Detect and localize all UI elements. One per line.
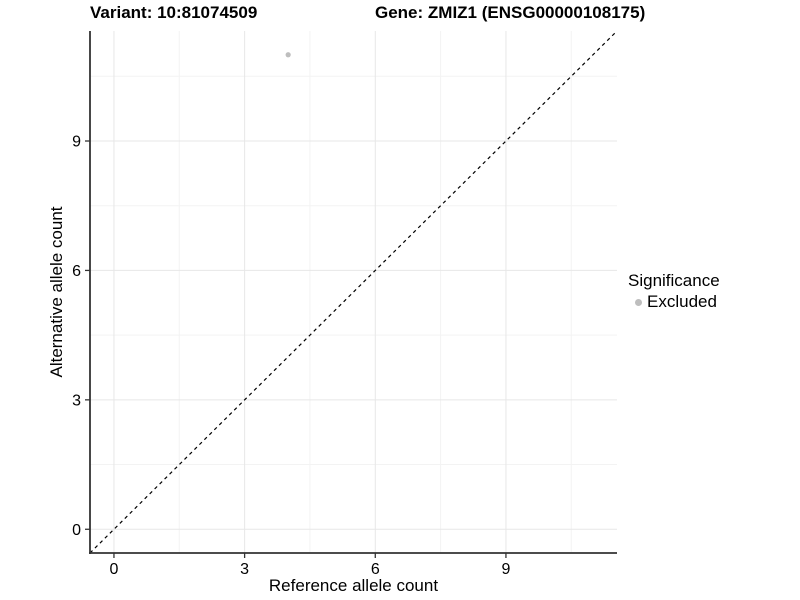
legend: Significance Excluded	[628, 271, 720, 312]
y-tick-label: 0	[72, 522, 81, 539]
excluded-point-icon	[635, 298, 642, 306]
gene-title: Gene: ZMIZ1 (ENSG00000108175)	[375, 3, 646, 22]
y-tick-label: 3	[72, 392, 81, 409]
y-tick-label: 6	[72, 263, 81, 280]
y-tick-label: 9	[72, 134, 81, 151]
x-axis-title: Reference allele count	[268, 576, 439, 595]
x-tick-label: 6	[371, 561, 380, 578]
data-point	[285, 52, 291, 58]
x-tick-label: 9	[501, 561, 510, 578]
y-axis-title: Alternative allele count	[47, 206, 66, 378]
legend-item-label: Excluded	[647, 292, 717, 311]
legend-title: Significance	[628, 271, 720, 290]
identity-diagonal-line	[89, 30, 618, 554]
legend-item-excluded: Excluded	[628, 292, 720, 312]
variant-title: Variant: 10:81074509	[90, 3, 258, 22]
x-tick-label: 3	[240, 561, 249, 578]
x-tick-label: 0	[110, 561, 119, 578]
